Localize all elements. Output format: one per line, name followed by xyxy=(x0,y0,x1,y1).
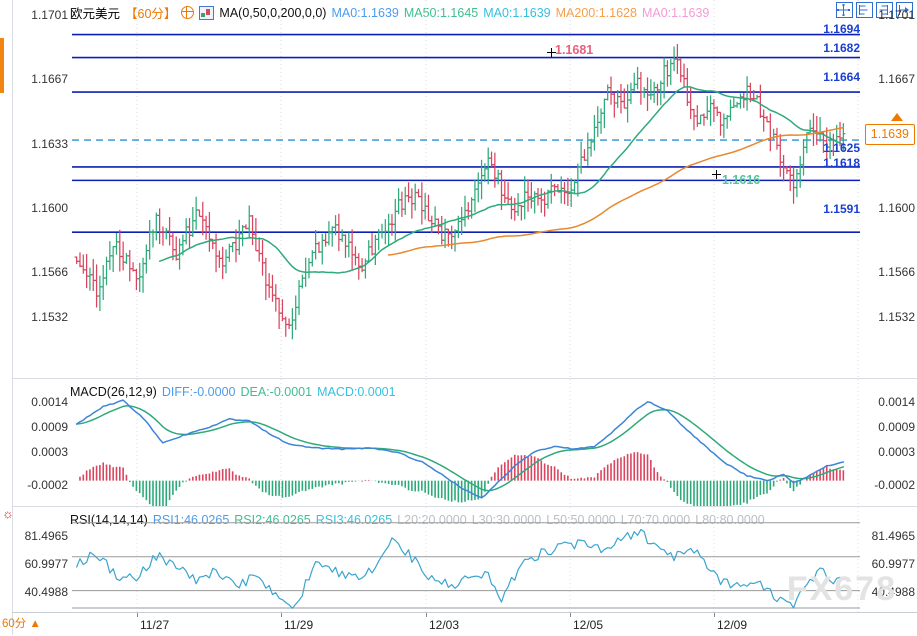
rail-orange-marker xyxy=(0,38,4,93)
high-marker-cross xyxy=(547,48,556,57)
ma-value-0: MA0:1.1639 xyxy=(331,5,399,20)
macd-dea-value: DEA:-0.0001 xyxy=(240,384,313,399)
expand-right-icon[interactable] xyxy=(896,2,913,18)
time-label-2: 12/03 xyxy=(429,618,460,632)
macd-svg xyxy=(75,379,859,507)
macd-tick-right-1: 0.0009 xyxy=(878,420,915,434)
macd-tick-left-2: 0.0003 xyxy=(31,445,68,459)
candlestick-icon[interactable] xyxy=(199,5,215,20)
macd-pane: MACD(26,12,9) DIFF:-0.0000 DEA:-0.0001 MACD… xyxy=(12,378,917,507)
low-annotation: 1.1616 xyxy=(722,173,761,187)
time-label-4: 12/09 xyxy=(717,618,748,632)
macd-legend: MACD(26,12,9) DIFF:-0.0000 DEA:-0.0001 MACD… xyxy=(70,384,401,399)
macd-title: MACD(26,12,9) xyxy=(70,384,157,399)
current-price-arrow xyxy=(891,113,903,121)
time-label-3: 12/05 xyxy=(573,618,604,632)
level-tag-1591: 1.1591 xyxy=(823,202,860,216)
period-badge[interactable]: 60分 ▲ xyxy=(2,618,41,630)
time-label-0: 11/27 xyxy=(140,618,170,632)
rsi-pane: RSI(14,14,14) RSI1:46.0265 RSI2:46.0265 RSI… xyxy=(12,506,917,613)
watermark: FX678 xyxy=(786,570,897,608)
rsi-svg xyxy=(72,507,860,613)
price-svg xyxy=(72,0,860,378)
macd-hist-value: MACD:0.0001 xyxy=(317,384,396,399)
price-plot[interactable] xyxy=(72,0,860,378)
period-label: 【60分】 xyxy=(125,7,177,21)
rsi-tick-right-0: 81.4965 xyxy=(871,529,915,543)
price-tick-right-2: 1.1600 xyxy=(878,201,915,215)
macd-tick-right-3: -0.0002 xyxy=(874,478,915,492)
level-tag-1694: 1.1694 xyxy=(823,22,860,36)
symbol-label: 欧元美元 xyxy=(70,7,121,21)
macd-plot[interactable] xyxy=(72,379,860,507)
rsi-tick-left-2: 40.4988 xyxy=(24,585,68,599)
price-tick-right-0: 1.1701 xyxy=(878,8,915,22)
time-tick-1 xyxy=(281,613,282,617)
macd-diff-value: DIFF:-0.0000 xyxy=(161,384,236,399)
high-annotation: 1.1681 xyxy=(555,43,594,57)
rsi-tick-left-1: 60.9977 xyxy=(24,557,68,571)
ma-params-label: MA(0,50,0,200,0,0) xyxy=(219,5,327,20)
fit-crosshair-icon[interactable] xyxy=(836,2,853,18)
price-tick-right-1: 1.1667 xyxy=(878,72,915,86)
crosshair-circle-icon[interactable] xyxy=(181,6,195,19)
level-tag-1625: 1.1625 xyxy=(823,141,860,155)
ma-value-1: MA50:1.1645 xyxy=(403,5,479,20)
current-price-tag[interactable]: 1.1639 xyxy=(864,124,915,145)
rsi-tick-left-0: 81.4965 xyxy=(24,529,68,543)
alert-sun-icon[interactable]: ☼ xyxy=(2,506,14,521)
rsi-plot[interactable] xyxy=(72,507,860,613)
low-marker-cross xyxy=(712,170,721,179)
time-tick-0 xyxy=(137,613,138,617)
ma-value-4: MA0:1.1639 xyxy=(641,5,710,20)
price-tick-left-5: 1.1532 xyxy=(31,310,68,324)
macd-tick-left-0: 0.0014 xyxy=(31,395,68,409)
time-axis: 11/27 11/29 12/03 12/05 12/09 xyxy=(12,612,917,636)
price-tick-right-4: 1.1532 xyxy=(878,310,915,324)
rsi-tick-right-2: 40.4988 xyxy=(871,585,915,599)
price-tick-left-2: 1.1633 xyxy=(31,137,68,151)
ma-value-3: MA200:1.1628 xyxy=(555,5,637,20)
align-left-icon[interactable] xyxy=(856,2,873,18)
align-right-icon[interactable] xyxy=(876,2,893,18)
ma-value-2: MA0:1.1639 xyxy=(483,5,551,20)
price-tick-left-1: 1.1667 xyxy=(31,72,68,86)
macd-tick-left-3: -0.0002 xyxy=(27,478,68,492)
level-tag-1618: 1.1618 xyxy=(823,156,860,170)
level-tag-1682: 1.1682 xyxy=(823,41,860,55)
time-tick-2 xyxy=(426,613,427,617)
price-tick-left-0: 1.1701 xyxy=(31,8,68,22)
rsi-tick-right-1: 60.9977 xyxy=(871,557,915,571)
macd-tick-left-1: 0.0009 xyxy=(31,420,68,434)
price-pane: 欧元美元 【60分】 MA(0,50,0,200,0,0) MA0:1.1639 MA5… xyxy=(12,0,917,378)
time-label-1: 11/29 xyxy=(284,618,314,632)
time-tick-3 xyxy=(570,613,571,617)
price-legend: 欧元美元 【60分】 MA(0,50,0,200,0,0) MA0:1.1639 MA5… xyxy=(70,3,714,22)
price-tick-right-3: 1.1566 xyxy=(878,265,915,279)
price-tick-left-4: 1.1566 xyxy=(31,265,68,279)
chart-toolbar xyxy=(836,2,913,18)
time-tick-4 xyxy=(714,613,715,617)
macd-tick-right-0: 0.0014 xyxy=(878,395,915,409)
level-tag-1664: 1.1664 xyxy=(823,70,860,84)
left-rail xyxy=(0,0,13,635)
price-tick-left-3: 1.1600 xyxy=(31,201,68,215)
macd-tick-right-2: 0.0003 xyxy=(878,445,915,459)
